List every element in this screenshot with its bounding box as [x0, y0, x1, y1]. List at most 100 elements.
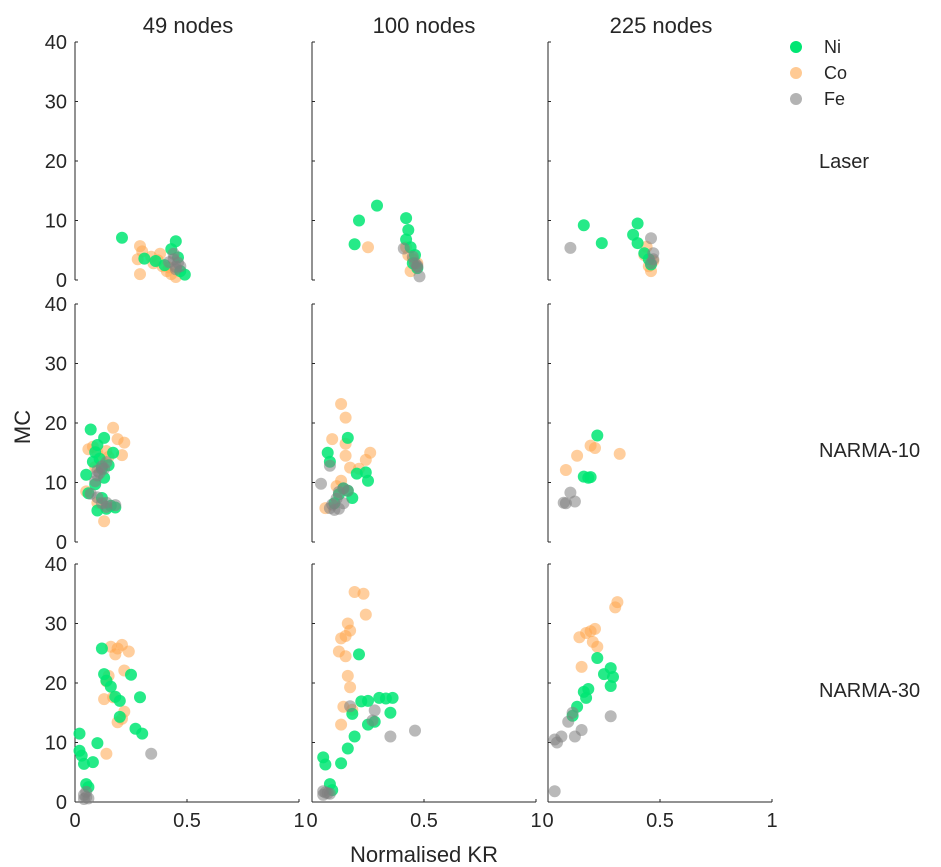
x-tick-label: 0.5 — [646, 810, 674, 832]
point-co — [559, 464, 572, 476]
legend: Ni Co Fe — [790, 37, 847, 109]
panel-axes-narma-10-225-nodes — [547, 303, 551, 543]
y-tick-label: 30 — [45, 354, 67, 376]
point-ni — [86, 756, 99, 769]
point-fe — [337, 497, 350, 510]
panel-axes-narma-30-225-nodes: 0 0.5 1 — [542, 563, 778, 832]
x-tick-label: 0.5 — [410, 810, 438, 832]
point-ni — [402, 224, 415, 236]
point-fe — [317, 788, 330, 801]
point-fe — [548, 785, 561, 798]
panel-points-narma-10-49-nodes — [80, 421, 131, 528]
legend-marker-fe — [790, 93, 802, 105]
point-ni — [73, 727, 86, 740]
panel-points-narma-30-100-nodes — [317, 586, 421, 801]
point-fe — [145, 747, 158, 760]
point-co — [359, 453, 372, 466]
point-co — [326, 433, 339, 446]
panel-axes-laser-49-nodes: 0 10 20 30 40 — [45, 32, 78, 292]
y-tick-label: 30 — [45, 92, 67, 114]
point-fe — [100, 456, 113, 469]
point-ni — [371, 199, 383, 212]
point-fe — [568, 495, 581, 508]
point-co — [134, 268, 146, 281]
point-ni — [341, 431, 354, 444]
point-co — [339, 650, 352, 663]
point-ni — [113, 694, 126, 707]
point-ni — [335, 757, 348, 770]
point-ni — [116, 231, 128, 244]
point-ni — [607, 671, 619, 683]
panel-points-laser-100-nodes — [348, 199, 426, 283]
labels-layer: 49 nodes 100 nodes 225 nodes Laser NARMA… — [10, 13, 920, 867]
point-co — [573, 631, 586, 644]
point-co — [613, 447, 626, 460]
x-tick-label: 1 — [766, 810, 777, 832]
legend-label-co: Co — [824, 63, 847, 83]
y-tick-label: 10 — [45, 211, 67, 233]
y-tick-label: 10 — [45, 733, 67, 755]
point-fe — [564, 486, 577, 499]
point-fe — [564, 241, 577, 254]
point-ni — [591, 429, 604, 442]
point-co — [335, 632, 348, 645]
legend-marker-co — [790, 67, 802, 79]
point-co — [339, 411, 352, 424]
point-fe — [315, 477, 327, 490]
point-ni — [598, 668, 610, 681]
x-tick-label: 0 — [69, 810, 80, 832]
point-co — [344, 681, 357, 694]
point-co — [118, 436, 131, 449]
point-fe — [557, 496, 570, 509]
point-fe — [409, 724, 421, 737]
panel-axes-narma-10-49-nodes: 0 10 20 30 40 — [45, 294, 78, 554]
point-co — [335, 398, 348, 410]
point-ni — [136, 727, 149, 740]
row-label-laser: Laser — [819, 151, 869, 173]
point-fe — [368, 704, 381, 717]
point-ni — [604, 680, 617, 692]
panel-points-laser-49-nodes — [116, 231, 191, 283]
legend-label-fe: Fe — [824, 89, 845, 109]
point-fe — [566, 706, 579, 719]
point-ni — [91, 737, 104, 750]
point-co — [98, 515, 111, 528]
point-fe — [89, 475, 102, 488]
panel-axes-laser-100-nodes — [311, 41, 315, 281]
point-co — [335, 718, 348, 731]
point-fe — [109, 499, 122, 512]
point-ni — [125, 668, 137, 681]
y-tick-label: 40 — [45, 32, 67, 54]
panel-points-narma-30-49-nodes — [73, 638, 158, 805]
point-co — [339, 449, 352, 462]
point-ni — [350, 467, 363, 480]
point-ni — [78, 757, 90, 770]
point-fe — [344, 700, 357, 713]
point-fe — [341, 484, 354, 497]
point-fe — [645, 232, 657, 245]
point-co — [357, 587, 370, 600]
col-title-100-nodes: 100 nodes — [373, 13, 476, 38]
point-ni — [631, 217, 644, 230]
point-ni — [149, 255, 162, 267]
y-tick-label: 0 — [56, 792, 67, 814]
y-tick-label: 40 — [45, 294, 67, 316]
panel-axes-narma-30-49-nodes: 0 10 20 30 40 0 0.5 1 — [45, 554, 305, 832]
points-layer — [73, 199, 660, 805]
row-label-narma-30: NARMA-30 — [819, 680, 920, 702]
row-label-narma-10: NARMA-10 — [819, 440, 920, 462]
x-tick-label: 0 — [542, 810, 553, 832]
point-ni — [84, 423, 97, 436]
point-ni — [95, 642, 108, 655]
point-ni — [384, 706, 397, 719]
x-tick-label: 0 — [306, 810, 317, 832]
y-axis-label: MC — [10, 410, 35, 444]
point-co — [359, 608, 372, 621]
panel-axes-laser-225-nodes — [547, 41, 551, 281]
x-tick-label: 0.5 — [173, 810, 201, 832]
point-ni — [134, 691, 146, 704]
point-fe — [366, 714, 379, 727]
point-ni — [348, 730, 361, 743]
point-ni — [104, 680, 117, 693]
